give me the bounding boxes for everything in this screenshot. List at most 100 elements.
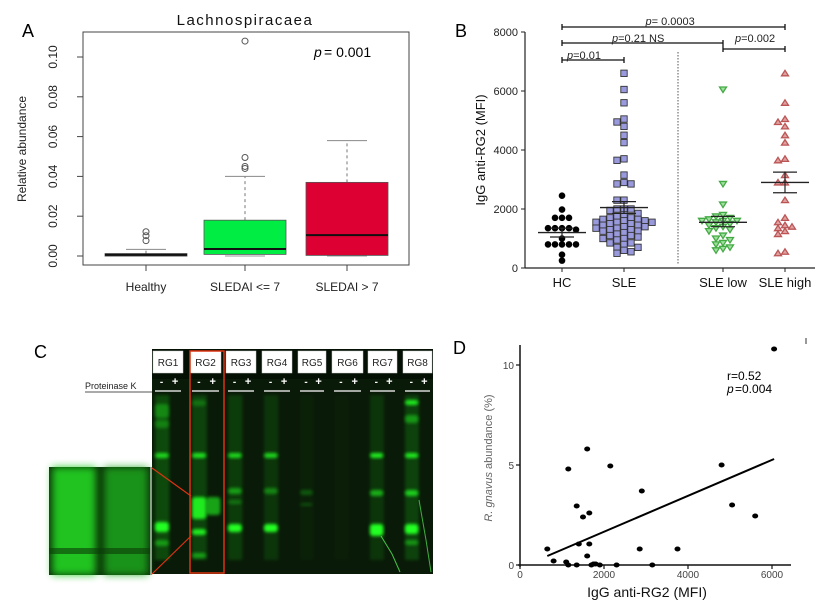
chart-a-p-symbol: p <box>313 44 322 60</box>
chart-b-point <box>711 247 721 255</box>
chart-b-comparison-bar: p=0.21 NS <box>561 33 724 46</box>
gel-lane-label: RG2 <box>195 358 216 369</box>
chart-b-comparison-value: =0.21 NS <box>618 33 664 45</box>
gel-minus-label: - <box>160 377 163 388</box>
chart-b-point <box>572 226 580 233</box>
chart-d-xtick-label: 6000 <box>761 570 784 581</box>
chart-b-point <box>620 178 628 187</box>
chart-b-point <box>565 214 573 222</box>
chart-b-point <box>620 122 628 131</box>
gel-band <box>370 490 384 496</box>
chart-b-point <box>634 227 642 235</box>
gel-lane-rg6: RG6 - + <box>331 350 364 392</box>
chart-b-point <box>613 230 621 238</box>
chart-b-series-sle-low <box>697 86 747 255</box>
chart-b-xtick-label: HC <box>553 275 572 290</box>
chart-b-point <box>592 218 600 226</box>
chart-a-box <box>305 181 389 256</box>
chart-d-point <box>596 562 603 568</box>
gel-lane-smear <box>264 395 279 560</box>
gel-artifact-scratch <box>418 499 432 573</box>
gel-lane-label-box <box>152 350 184 374</box>
chart-b-ytick-label: 6000 <box>494 86 518 98</box>
gel-band <box>192 400 207 406</box>
chart-b-points <box>538 69 809 264</box>
gel-band <box>405 415 419 423</box>
chart-b-point <box>718 211 728 220</box>
gel-highlight-rg2 <box>189 350 225 574</box>
chart-b-xtick-label: SLE low <box>699 275 747 290</box>
chart-b-ytick-label: 4000 <box>494 145 518 157</box>
chart-b-ylabel: IgG anti-RG2 (MFI) <box>473 94 488 205</box>
chart-b-point <box>704 216 714 224</box>
chart-a-outlier <box>241 153 249 161</box>
chart-d-ylabel-rest: abundance (%) <box>483 394 495 469</box>
chart-b-point <box>544 224 552 232</box>
chart-a-y-axis: 0.00 0.02 0.04 0.06 0.08 0.10 <box>46 45 83 268</box>
chart-a-plot-frame <box>82 31 410 266</box>
gel-lane-label: RG4 <box>267 358 288 369</box>
chart-a-outlier <box>241 37 249 45</box>
inset-band-plus <box>104 467 148 575</box>
chart-b-point <box>773 218 783 226</box>
chart-b-point <box>606 231 614 240</box>
chart-d-ytick-label: 10 <box>503 361 515 372</box>
gel-band <box>300 490 313 495</box>
chart-b-point <box>613 218 621 226</box>
chart-a-ylabel: Relative abundance <box>15 96 29 202</box>
chart-b-xtick-label: SLE high <box>759 275 812 290</box>
gel-lane-label-box <box>331 350 364 374</box>
chart-d-xtick-label: 0 <box>517 570 523 581</box>
chart-b-point <box>732 217 742 226</box>
chart-b-point <box>780 221 790 229</box>
chart-d-point <box>580 514 586 520</box>
chart-b-comparison-p: p <box>611 33 618 45</box>
chart-d-point <box>586 541 593 547</box>
chart-b-point <box>620 138 628 147</box>
chart-d-p-symbol: p <box>726 382 734 396</box>
gel-band <box>300 503 313 506</box>
chart-b-comparison-p: p <box>734 33 741 45</box>
chart-b-point <box>613 205 621 213</box>
chart-b-point <box>718 245 728 254</box>
chart-d-axes-ticks: 0 2000 4000 6000 0 5 10 <box>503 361 784 581</box>
chart-b-point <box>780 138 790 146</box>
chart-a-p-value: = 0.001 <box>324 44 371 60</box>
chart-d-point <box>636 546 643 552</box>
gel-minus-label: - <box>233 377 236 388</box>
chart-b-point <box>613 156 621 164</box>
chart-a-x-axis: Healthy SLEDAI <= 7 SLEDAI > 7 <box>126 265 379 294</box>
inset-connector-bottom <box>151 535 192 575</box>
chart-a-ytick-label: 0.04 <box>46 164 60 188</box>
chart-b-point <box>620 223 628 231</box>
chart-b-point <box>620 240 628 249</box>
gel-minus-label: - <box>269 377 272 388</box>
chart-b-point <box>780 122 790 130</box>
chart-b-point <box>620 246 628 254</box>
chart-b-point <box>620 115 628 123</box>
chart-b-point <box>565 241 573 248</box>
chart-b-comparison-p: p <box>566 50 573 62</box>
chart-b-comparison-value: =0.01 <box>573 50 601 62</box>
chart-b-point <box>551 214 559 222</box>
chart-b-point <box>620 99 628 107</box>
gel-zoom-inset <box>49 467 192 575</box>
chart-d-points <box>544 346 778 568</box>
chart-b-point <box>634 215 642 223</box>
gel-lane-rg3: RG3 - + <box>225 350 257 560</box>
chart-b-comparison-label: p= 0.0003 <box>645 16 695 28</box>
gel-band <box>405 540 419 545</box>
chart-b-point <box>648 218 656 226</box>
gel-lane-label-box <box>297 350 327 374</box>
chart-b-point <box>613 249 621 257</box>
gel-artifact-scratch <box>380 535 401 573</box>
gel-band <box>192 453 207 458</box>
chart-b-comparison-value: =0.002 <box>741 33 775 45</box>
chart-a-ytick-label: 0.00 <box>46 244 60 268</box>
chart-b-point <box>627 220 635 228</box>
chart-a-ytick-label: 0.08 <box>46 85 60 109</box>
chart-b-point <box>780 226 790 235</box>
proteinase-k-label: Proteinase K <box>85 381 137 391</box>
